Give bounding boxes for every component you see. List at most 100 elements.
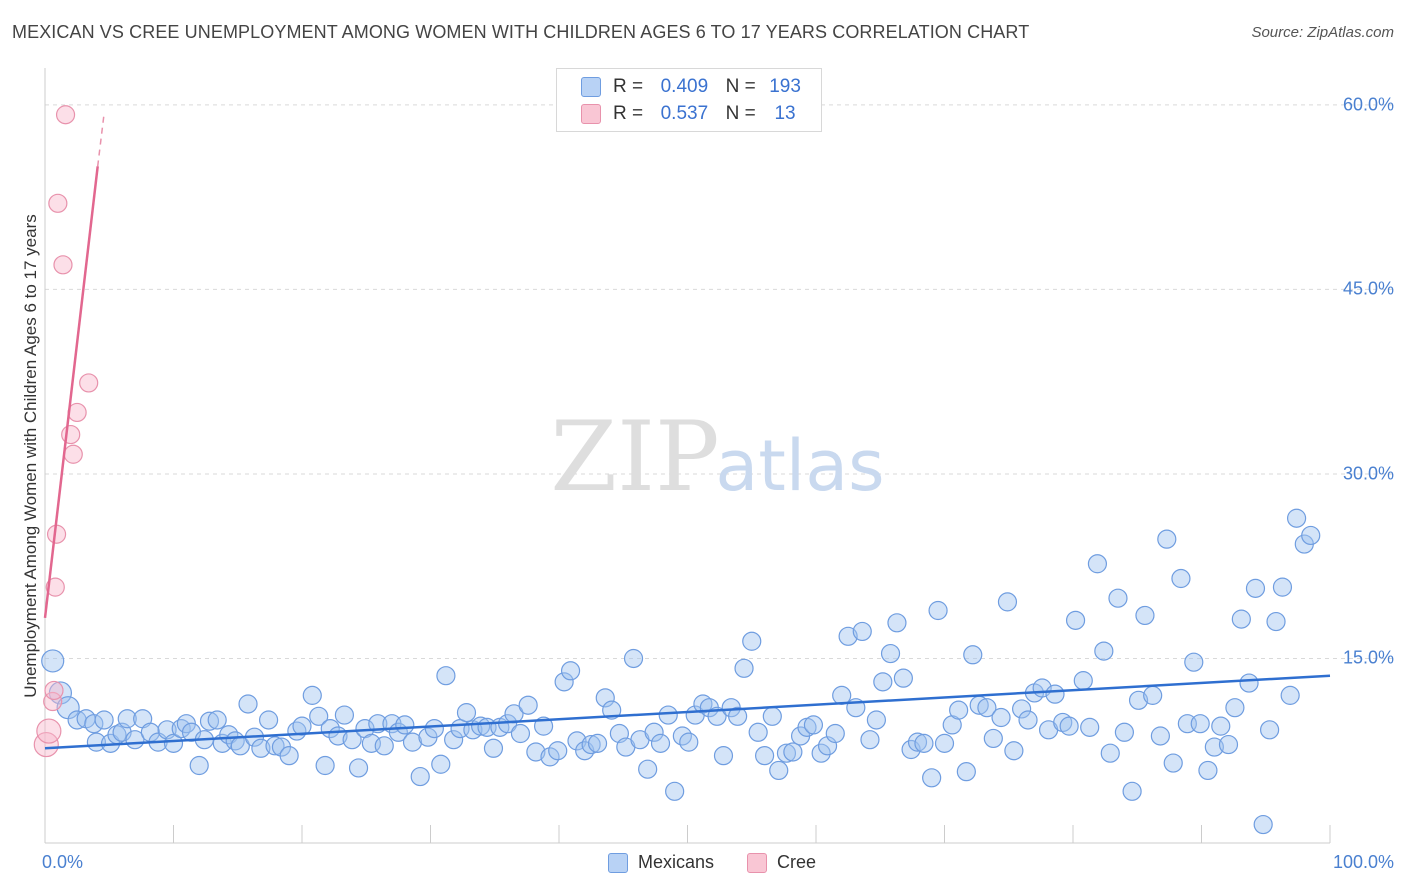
mexicans-point [1171, 568, 1191, 589]
n-value: 193 [769, 76, 801, 97]
mexicans-point [825, 723, 845, 744]
mexicans-point [456, 703, 477, 723]
mexicans-point [914, 733, 934, 753]
mexicans-point [1073, 671, 1093, 691]
mexicans-point [734, 658, 754, 678]
mexicans-point [510, 723, 531, 744]
mexicans-point [1004, 741, 1024, 761]
mexicans-point [713, 746, 734, 766]
mexicans-point [292, 716, 312, 736]
mexicans-point [1211, 716, 1231, 736]
mexicans-point [949, 700, 969, 720]
mexicans-point [776, 743, 797, 763]
mexicans-point [934, 733, 955, 753]
mexicans-point [348, 758, 369, 778]
mexicans-point [1143, 685, 1163, 705]
mexicans-point [595, 688, 615, 708]
mexicans-point [1239, 673, 1259, 693]
mexicans-point [783, 742, 803, 762]
mexicans-point [1157, 529, 1177, 549]
mexicans-point [1260, 720, 1280, 740]
mexicans-point [880, 643, 901, 664]
mexicans-point [873, 672, 893, 692]
x-tick-label-min: 0.0% [42, 852, 84, 872]
mexicans-trend-line [44, 674, 1331, 750]
mexicans-point [518, 695, 538, 715]
mexicans-point [189, 755, 209, 776]
stats-legend-row-mexicans: R = 0.409 N = 193 [581, 75, 809, 99]
mexicans-point [587, 733, 608, 753]
n-label: N = [725, 76, 756, 97]
mexicans-point [548, 741, 568, 761]
n-label: N = [725, 103, 756, 124]
mexicans-point [483, 738, 504, 758]
x-tick-label-max: 100.0% [1332, 852, 1394, 872]
mexicans-point [302, 685, 322, 705]
cree-point [63, 444, 83, 464]
mexicans-point [265, 736, 285, 756]
mexicans-point [977, 698, 997, 718]
mexicans-point [866, 710, 886, 730]
mexicans-point [540, 747, 560, 767]
mexicans-point [163, 733, 184, 753]
y-tick-label: 30.0% [1342, 463, 1394, 484]
mexicans-point [769, 760, 789, 781]
mexicans-point [928, 600, 948, 621]
mexicans-point [1253, 814, 1273, 835]
y-tick-label: 60.0% [1342, 94, 1394, 115]
trend-lines [43, 113, 1331, 750]
watermark-atlas: atlas [715, 425, 884, 507]
r-label: R = [613, 76, 644, 97]
cree-point [79, 373, 99, 393]
legend-item-cree[interactable]: Cree [747, 852, 817, 874]
legend-item-mexicans[interactable]: Mexicans [608, 852, 714, 874]
mexicans-point [1045, 684, 1065, 704]
mexicans-point [533, 716, 554, 736]
mexicans-point [907, 732, 928, 752]
mexicans-point [258, 710, 279, 730]
cree-swatch [581, 103, 601, 124]
mexicans-point [1218, 734, 1239, 755]
axes [44, 68, 1331, 844]
mexicans-point [693, 694, 713, 714]
mexicans-point [956, 762, 976, 782]
mexicans-point [623, 648, 644, 669]
mexicans-point [1163, 753, 1183, 773]
mexicans-point [1065, 610, 1086, 630]
mexicans-point [1011, 699, 1032, 719]
mexicans-point [1225, 698, 1245, 718]
mexicans-point [1286, 508, 1307, 528]
cree-point [44, 680, 64, 701]
mexicans-point [1100, 743, 1120, 763]
mexicans-point [1087, 554, 1108, 574]
legend-label-cree: Cree [777, 852, 817, 872]
mexicans-point [997, 592, 1018, 612]
mexicans-point [1231, 609, 1251, 629]
mexicans-legend-swatch [608, 853, 628, 874]
mexicans-point [207, 710, 227, 730]
mexicans-point [117, 709, 137, 729]
mexicans-point [1245, 578, 1266, 598]
mexicans-point [679, 732, 699, 752]
cree-point [53, 255, 73, 275]
stats-legend: R = 0.409 N = 193 R = 0.537 N = 13 [556, 68, 822, 132]
mexicans-point [1108, 588, 1128, 608]
mexicans-point [1184, 652, 1204, 672]
mexicans-swatch [581, 76, 601, 97]
y-tick-label: 45.0% [1342, 278, 1394, 299]
series-cree [33, 105, 99, 758]
mexicans-point [238, 694, 258, 714]
mexicans-point [922, 768, 942, 788]
mexicans-point [658, 705, 678, 725]
cree-trend-extension [96, 113, 105, 167]
watermark-zip: ZIP [550, 401, 719, 513]
mexicans-point [963, 645, 983, 665]
mexicans-point [991, 707, 1011, 728]
r-value: 0.409 [660, 76, 709, 97]
mexicans-point [728, 706, 748, 726]
mexicans-point [1150, 726, 1170, 746]
mexicans-point [1135, 605, 1155, 626]
mexicans-point [41, 649, 65, 673]
mexicans-point [1080, 717, 1100, 737]
